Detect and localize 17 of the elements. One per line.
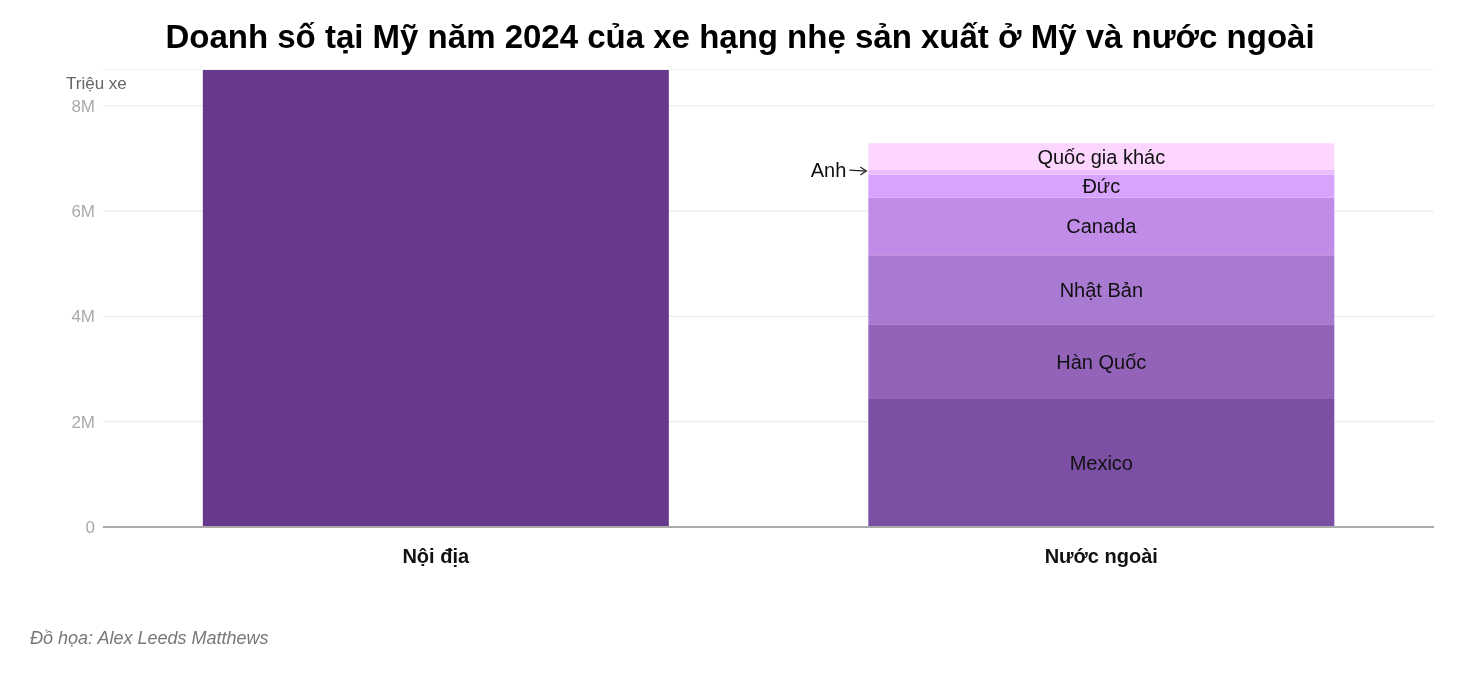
y-axis-title: Triệu xe: [66, 74, 127, 94]
series-label: Canada: [1066, 215, 1138, 238]
chart-title: Doanh số tại Mỹ năm 2024 của xe hạng nhẹ sản xuất ở Mỹ và nước ngoài: [164, 18, 1316, 56]
series-label: Đức: [1082, 175, 1121, 198]
y-tick-label: 8M: [71, 96, 95, 116]
y-tick-label: 0: [85, 518, 95, 538]
y-tick-label: 2M: [71, 412, 95, 432]
series-label: Hàn Quốc: [1056, 350, 1147, 373]
series-label: Anh: [810, 159, 847, 182]
series-label: Nhật Bản: [1059, 278, 1144, 301]
text: Đồ họa: Alex Leeds Matthews: [30, 628, 269, 649]
y-tick-label: 6M: [71, 202, 95, 222]
series-label: Quốc gia khác: [1037, 145, 1166, 168]
x-tick-label: Nước ngoài: [1044, 545, 1158, 568]
x-tick-label: Nội địa: [402, 545, 470, 568]
series-label: Mexico: [1069, 452, 1133, 475]
y-tick-label: 4M: [71, 307, 95, 327]
